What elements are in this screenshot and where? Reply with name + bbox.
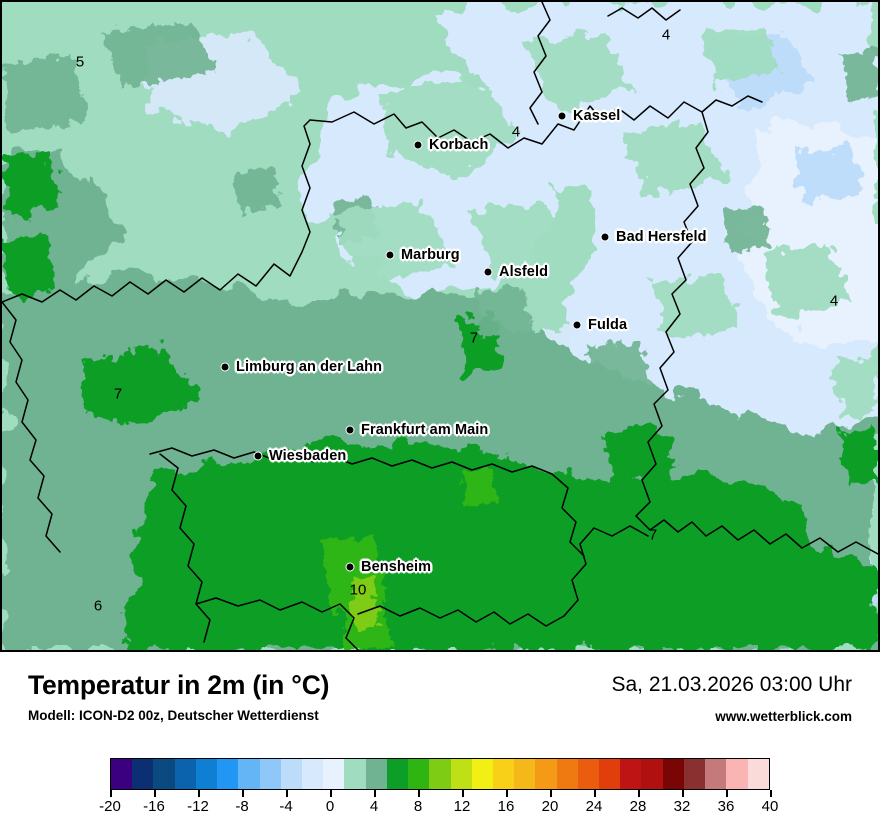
colorbar-swatch <box>747 759 769 789</box>
colorbar-tick-label: -20 <box>99 798 121 815</box>
colorbar-tick-label: 36 <box>717 798 735 815</box>
colorbar-swatch <box>323 759 345 789</box>
colorbar-tick <box>154 790 156 797</box>
colorbar-swatch <box>195 759 218 789</box>
colorbar-tick-label: 24 <box>585 798 603 815</box>
colorbar-tick-label: 8 <box>413 798 423 815</box>
colorbar-tick-label: 28 <box>629 798 647 815</box>
page-title: Temperatur in 2m (in °C) <box>28 670 330 700</box>
colorbar-swatches <box>110 758 770 790</box>
colorbar-swatch <box>514 759 536 789</box>
colorbar-tick <box>726 790 728 797</box>
colorbar-tick <box>550 790 552 797</box>
colorbar-swatch <box>620 759 642 789</box>
colorbar-swatch <box>238 759 260 789</box>
colorbar-tick <box>110 790 112 797</box>
colorbar-swatch <box>408 759 430 789</box>
colorbar-swatch <box>429 759 451 789</box>
colorbar-tick <box>242 790 244 797</box>
colorbar-tick-label: -4 <box>279 798 293 815</box>
colorbar-swatch <box>471 759 493 789</box>
website-credit: www.wetterblick.com <box>715 709 852 724</box>
model-subtitle: Modell: ICON-D2 00z, Deutscher Wetterdie… <box>28 708 319 723</box>
colorbar-swatch <box>386 759 409 789</box>
colorbar-swatch <box>365 759 387 789</box>
colorbar-swatch <box>599 759 621 789</box>
colorbar-swatch <box>535 759 557 789</box>
colorbar-tick-label: 16 <box>497 798 515 815</box>
footer: Temperatur in 2m (in °C) Modell: ICON-D2… <box>0 652 880 830</box>
valid-datetime: Sa, 21.03.2026 03:00 Uhr <box>611 673 852 696</box>
colorbar-ticks <box>110 790 772 798</box>
colorbar-tick-labels: -20 -16 -12 -8 -4 0 4 8 12 16 20 24 28 32 36 40 <box>0 798 880 822</box>
colorbar-swatch <box>301 759 324 789</box>
colorbar-tick-label: -16 <box>143 798 165 815</box>
colorbar-swatch <box>641 759 663 789</box>
colorbar-legend: -20 -16 -12 -8 -4 0 4 8 12 16 20 24 28 32 36 40 <box>0 755 880 825</box>
colorbar-swatch <box>259 759 281 789</box>
colorbar-tick <box>374 790 376 797</box>
colorbar-tick-label: 12 <box>453 798 471 815</box>
colorbar-swatch <box>153 759 175 789</box>
colorbar-tick <box>638 790 640 797</box>
colorbar-tick <box>198 790 200 797</box>
colorbar-swatch <box>683 759 706 789</box>
colorbar-swatch <box>577 759 600 789</box>
colorbar-tick <box>594 790 596 797</box>
band-green-patches <box>2 152 878 567</box>
colorbar-swatch <box>217 759 239 789</box>
colorbar-tick-label: 0 <box>325 798 335 815</box>
colorbar-swatch <box>280 759 302 789</box>
temperature-field-svg <box>2 2 878 650</box>
colorbar-swatch <box>705 759 727 789</box>
colorbar-swatch <box>111 759 133 789</box>
band-10-12c <box>322 469 499 650</box>
administrative-borders <box>2 2 878 650</box>
colorbar-tick-label: -12 <box>187 798 209 815</box>
colorbar-swatch <box>344 759 366 789</box>
temperature-map[interactable]: Kassel Korbach Bad Hersfeld Marburg Alsf… <box>0 0 880 652</box>
colorbar-swatch <box>450 759 472 789</box>
colorbar-swatch <box>132 759 154 789</box>
colorbar-tick-label: -8 <box>235 798 249 815</box>
colorbar-swatch <box>174 759 196 789</box>
colorbar-tick <box>770 790 772 797</box>
colorbar-tick-label: 20 <box>541 798 559 815</box>
colorbar-swatch <box>492 759 515 789</box>
colorbar-tick <box>286 790 288 797</box>
colorbar-tick <box>418 790 420 797</box>
colorbar-swatch <box>662 759 684 789</box>
colorbar-tick <box>682 790 684 797</box>
colorbar-tick-label: 32 <box>673 798 691 815</box>
colorbar-tick <box>462 790 464 797</box>
colorbar-swatch <box>726 759 748 789</box>
colorbar-tick-label: 4 <box>369 798 379 815</box>
colorbar-tick-label: 40 <box>761 798 779 815</box>
colorbar-tick <box>506 790 508 797</box>
colorbar-swatch <box>556 759 578 789</box>
colorbar-tick <box>330 790 332 797</box>
